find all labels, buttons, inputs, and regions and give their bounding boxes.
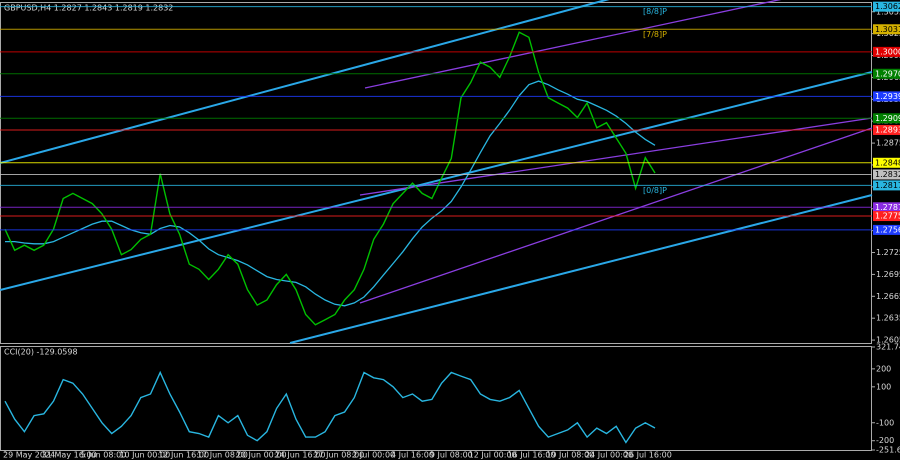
x-tick-label: 4 Jul 16:00 bbox=[391, 451, 434, 460]
y-tick-label: -251.6993 bbox=[876, 446, 900, 455]
x-tick-label: 20 Jun 00:00 bbox=[236, 451, 287, 460]
price-line bbox=[4, 370, 656, 444]
x-tick-label: 10 Jun 00:00 bbox=[119, 451, 170, 460]
channels bbox=[0, 0, 873, 344]
x-tick-label: 26 Jul 16:00 bbox=[624, 451, 672, 460]
x-tick-label: 29 May 2024 bbox=[3, 451, 55, 460]
level-label: 1.2787 bbox=[875, 203, 900, 212]
level-tag bbox=[873, 157, 900, 168]
x-tick-label: 16 Jul 16:00 bbox=[507, 451, 555, 460]
channel-line bbox=[364, 0, 782, 89]
x-tick-label: 12 Jun 16:00 bbox=[158, 451, 209, 460]
y-tick-label: -200 bbox=[876, 436, 894, 445]
x-tick-label: 27 Jun 08:00 bbox=[313, 451, 364, 460]
level-tag bbox=[873, 224, 900, 235]
level-label: 1.2832 bbox=[875, 170, 900, 179]
level-label: 1.3000 bbox=[875, 47, 900, 56]
level-label: 1.2817 bbox=[875, 181, 900, 190]
level-label: 1.2939 bbox=[875, 92, 900, 101]
x-tick-label: 5 Jun 08:00 bbox=[81, 451, 127, 460]
y-tick-label: 200 bbox=[876, 364, 891, 373]
y-tick-label: 1.2665 bbox=[876, 292, 900, 301]
level-label: 1.2970 bbox=[875, 69, 900, 78]
y-tick-label: 1.2875 bbox=[876, 139, 900, 148]
y-tick-label: 1.2635 bbox=[876, 314, 900, 323]
channel-line bbox=[359, 117, 873, 196]
y-tick-label: 1.2725 bbox=[876, 248, 900, 257]
level-tag bbox=[873, 24, 900, 35]
level-tag bbox=[873, 124, 900, 135]
moving-average bbox=[5, 80, 656, 307]
level-tag bbox=[873, 169, 900, 180]
x-tick-label: 31 May 16:00 bbox=[42, 451, 97, 460]
y-tick-label: -100 bbox=[876, 418, 894, 427]
channel-line bbox=[0, 71, 873, 291]
x-tick-label: 12 Jul 00:00 bbox=[469, 451, 517, 460]
price-line bbox=[4, 31, 656, 326]
level-label: 1.2909 bbox=[875, 114, 900, 123]
level-label: 1.3062 bbox=[875, 2, 900, 11]
x-tick-label: 19 Jul 08:00 bbox=[546, 451, 594, 460]
x-tick-label: 24 Jul 00:00 bbox=[585, 451, 633, 460]
x-tick-label: 9 Jul 08:00 bbox=[430, 451, 473, 460]
main-frame bbox=[0, 2, 872, 344]
level-tag bbox=[873, 211, 900, 222]
level-tag bbox=[873, 46, 900, 57]
level-name: [7/8]P bbox=[643, 30, 667, 39]
channel-line bbox=[0, 0, 610, 164]
cci-frame bbox=[0, 346, 872, 451]
x-tick-label: 17 Jun 08:00 bbox=[197, 451, 248, 460]
channel-line bbox=[289, 194, 873, 344]
indicator-title: CCI(20) -129.0598 bbox=[4, 348, 78, 357]
level-name: [0/8]P bbox=[643, 186, 667, 195]
level-tag bbox=[873, 68, 900, 79]
inner-channels bbox=[359, 0, 873, 304]
level-label: 1.2756 bbox=[875, 225, 900, 234]
chart-title: GBPUSD,H4 1.2827 1.2843 1.2819 1.2832 bbox=[4, 4, 173, 13]
level-tag bbox=[873, 180, 900, 191]
level-tag bbox=[873, 113, 900, 124]
x-tick-label: 24 Jun 16:00 bbox=[275, 451, 326, 460]
level-tag bbox=[873, 1, 900, 12]
level-label: 1.2848 bbox=[875, 158, 900, 167]
y-tick-label: 1.2605 bbox=[876, 336, 900, 345]
level-label: 1.2775 bbox=[875, 212, 900, 221]
y-tick-label: 1.3055 bbox=[876, 7, 900, 16]
x-tick-label: 2 Jul 00:00 bbox=[352, 451, 395, 460]
level-name: [8/8]P bbox=[643, 7, 667, 16]
y-tick-label: 321.7476 bbox=[876, 343, 900, 352]
channel-line bbox=[359, 127, 873, 304]
level-label: 1.2893 bbox=[875, 125, 900, 134]
y-tick-label: 100 bbox=[876, 382, 891, 391]
level-label: 1.3031 bbox=[875, 25, 900, 34]
y-tick-label: 1.2695 bbox=[876, 270, 900, 279]
level-tag bbox=[873, 91, 900, 102]
level-tag bbox=[873, 202, 900, 213]
